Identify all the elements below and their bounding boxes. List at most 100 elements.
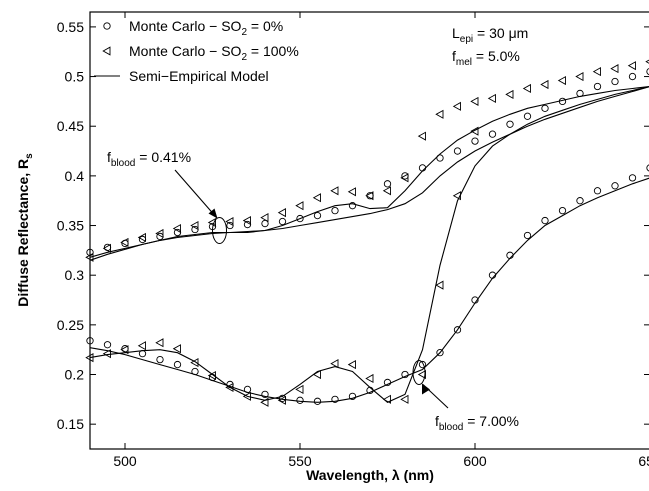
series-0-point-21 — [453, 147, 462, 155]
series-0-point-10 — [261, 219, 269, 228]
y-tick-label-8: 0.55 — [57, 19, 84, 35]
series-5-point-9 — [242, 391, 251, 401]
annotation-fblood-700-part-1: blood — [439, 422, 463, 433]
x-tick-label-0: 500 — [113, 453, 137, 469]
series-2-line — [89, 86, 649, 258]
y-tick-label-7: 0.5 — [65, 69, 85, 85]
annotation-arrow-0 — [174, 169, 217, 218]
series-4-point-21 — [453, 326, 462, 334]
series-1-point-4 — [155, 228, 164, 239]
series-4-point-26 — [541, 216, 549, 225]
series-0-point-12 — [296, 214, 304, 223]
y-tick-label-2: 0.25 — [57, 317, 84, 333]
series-1-point-30 — [610, 64, 619, 74]
x-tick-label-1: 550 — [288, 453, 312, 469]
series-1-point-8 — [225, 216, 234, 227]
series-5-point-14 — [330, 359, 339, 369]
series-1-point-2 — [120, 237, 129, 247]
series-0-point-11 — [278, 217, 287, 226]
annotation-fblood-041: fblood = 0.41% — [107, 149, 191, 169]
param-0-part-2: = 30 μm — [473, 25, 528, 41]
series-1-point-18 — [400, 173, 409, 183]
series-1-point-28 — [575, 71, 584, 82]
series-4-point-27 — [558, 206, 567, 215]
param-0-part-0: L — [452, 25, 460, 41]
series-5-point-2 — [120, 345, 129, 355]
y-tick-label-4: 0.35 — [57, 218, 84, 234]
legend-triangle-left-symbol — [102, 46, 111, 56]
series-4-point-15 — [348, 392, 357, 401]
series-4-point-0 — [86, 337, 94, 345]
annotation-fblood-700: fblood = 7.00% — [435, 413, 519, 433]
series-1-point-25 — [522, 83, 531, 94]
series-4-point-20 — [436, 349, 444, 357]
series-1-point-10 — [260, 213, 269, 223]
series-1-point-22 — [470, 96, 479, 106]
series-0-point-31 — [628, 72, 637, 81]
y-tick-label-1: 0.2 — [65, 367, 85, 383]
series-4-point-29 — [593, 187, 602, 195]
series-1-point-9 — [242, 216, 251, 226]
series-5-point-12 — [295, 384, 304, 394]
legend-entry-2-part-0: Semi−Empirical Model — [129, 68, 269, 84]
annotations: fblood = 0.41% fblood = 7.00% — [107, 149, 519, 433]
series-1-point-13 — [312, 193, 321, 203]
series-1-point-21 — [452, 101, 461, 111]
series-1-point-24 — [505, 89, 514, 100]
annotation-ellipse-0 — [212, 217, 227, 244]
y-tick-label-6: 0.45 — [57, 118, 84, 134]
param-1-part-1: mel — [456, 57, 472, 68]
series-4-point-12 — [296, 396, 304, 404]
legend-entry-0: Monte Carlo − SO2 = 0% — [129, 18, 283, 38]
series-0-point-22 — [471, 137, 479, 145]
param-0-part-1: epi — [460, 34, 473, 45]
series-4-point-30 — [611, 182, 619, 190]
x-tick-label-2: 600 — [463, 453, 487, 469]
param-1-part-2: = 5.0% — [472, 48, 520, 64]
y-tick-label-3: 0.3 — [65, 267, 85, 283]
series-1-point-14 — [330, 186, 339, 196]
series-0-point-17 — [383, 180, 392, 188]
series-4-point-32 — [646, 164, 649, 172]
legend-circle-symbol — [103, 22, 111, 30]
series-1-point-12 — [295, 201, 304, 211]
y-tick-label-0: 0.15 — [57, 416, 84, 432]
y-axis-label: Diffuse Reflectance, Rs — [15, 153, 35, 307]
series-0-point-26 — [541, 104, 549, 112]
series-1-point-19 — [417, 131, 426, 141]
series-0-point-14 — [331, 206, 339, 215]
series-4-point-13 — [313, 397, 322, 405]
series-1-point-26 — [540, 79, 549, 90]
series-0-point-23 — [488, 130, 497, 138]
series-0-point-20 — [436, 154, 444, 162]
series-4-point-25 — [523, 231, 532, 240]
series-5-point-18 — [400, 394, 409, 404]
series-4-point-28 — [576, 197, 584, 205]
series-5-point-19 — [417, 369, 426, 380]
y-axis-label-main: Diffuse Reflectance, R — [15, 159, 31, 307]
series-1-point-0 — [85, 252, 94, 262]
annotation-arrowhead-1 — [422, 383, 430, 395]
series-5-point-1 — [102, 349, 111, 359]
annotation-fblood-041-part-0: f — [107, 149, 111, 165]
legend: Monte Carlo − SO2 = 0%Monte Carlo − SO2 … — [94, 18, 299, 84]
series-0-point-25 — [523, 112, 532, 120]
series-0-point-29 — [593, 82, 602, 91]
series-1-point-20 — [435, 109, 444, 119]
series-7-line — [89, 86, 649, 403]
data-layer — [85, 59, 649, 407]
plot-frame — [89, 11, 649, 450]
series-4-point-10 — [261, 390, 269, 399]
legend-entry-1-part-1: 2 — [241, 52, 247, 63]
series-0-point-15 — [348, 202, 357, 210]
parameter-text: Lepi = 30 μm fmel = 5.0% — [452, 25, 528, 68]
series-1-point-1 — [102, 243, 111, 253]
series-4-point-18 — [401, 370, 409, 379]
series-1-point-15 — [347, 187, 356, 197]
series-1-point-11 — [277, 208, 286, 218]
series-4-point-1 — [103, 341, 112, 349]
series-6-line — [89, 177, 649, 403]
series-0-point-24 — [506, 120, 514, 128]
x-tick-label-3: 650 — [638, 453, 649, 469]
y-tick-label-5: 0.4 — [65, 168, 85, 184]
